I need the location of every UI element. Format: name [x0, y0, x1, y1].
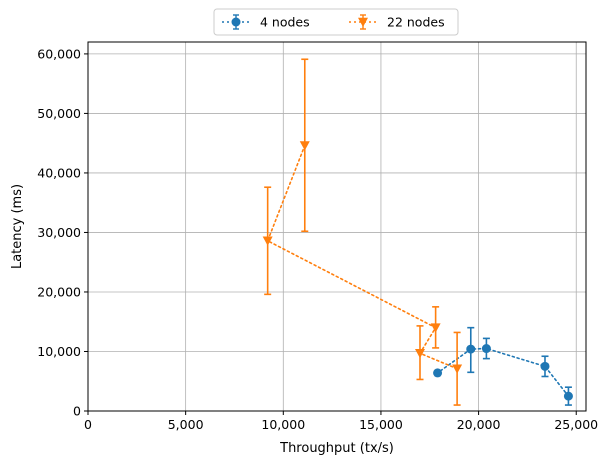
data-point [299, 141, 310, 151]
grid-layer [87, 42, 586, 412]
legend-marker [358, 17, 368, 27]
y-tick-label: 60,000 [37, 46, 81, 61]
y-tick-label: 10,000 [37, 344, 81, 359]
series-line [436, 347, 570, 397]
x-tick-label: 15,000 [359, 417, 403, 432]
x-tick-label: 0 [84, 417, 92, 432]
y-tick-label: 50,000 [37, 106, 81, 121]
axes-layer: 0 5,000 10,000 15,000 20,000 25,000 0 10,000 20,… [10, 41, 598, 456]
data-point [433, 368, 443, 378]
plot-frame [87, 41, 587, 412]
legend-label: 22 nodes [387, 15, 445, 30]
series-layer [262, 58, 573, 406]
series-line [266, 144, 458, 370]
data-point [415, 349, 425, 359]
data-point [563, 391, 573, 401]
y-tick-label: 20,000 [37, 284, 81, 299]
legend: 4 nodes 22 nodes [213, 8, 459, 36]
legend-entry: 22 nodes [349, 14, 445, 30]
x-axis-label: Throughput (tx/s) [279, 441, 394, 456]
legend-frame [213, 8, 459, 36]
y-tick-label: 40,000 [37, 165, 81, 180]
x-tick-label: 5,000 [168, 417, 204, 432]
data-point [481, 344, 491, 354]
data-point [540, 361, 550, 371]
data-point [452, 364, 463, 374]
legend-label: 4 nodes [260, 15, 310, 30]
data-point [430, 323, 441, 333]
x-tick-label: 10,000 [261, 417, 305, 432]
legend-entry: 4 nodes [222, 14, 310, 30]
data-point [262, 236, 273, 246]
x-tick-label: 25,000 [554, 417, 598, 432]
series-a [433, 326, 573, 406]
legend-marker [231, 17, 241, 27]
y-tick-label: 30,000 [37, 225, 81, 240]
y-tick-label: 0 [73, 404, 81, 419]
data-point [466, 344, 476, 354]
x-tick-label: 20,000 [457, 417, 501, 432]
series-b [262, 58, 463, 406]
y-axis-label: Latency (ms) [10, 184, 25, 269]
